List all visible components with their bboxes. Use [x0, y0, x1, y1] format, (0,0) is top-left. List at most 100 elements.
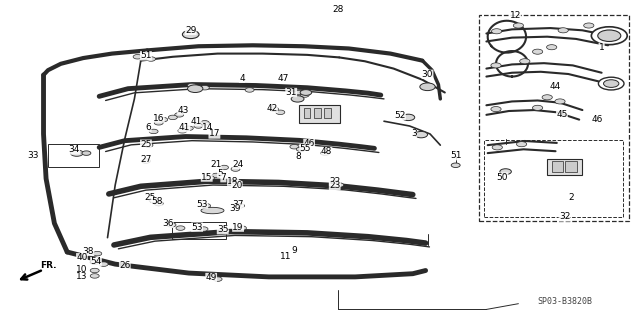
Text: 41: 41 [190, 117, 202, 126]
Circle shape [295, 90, 304, 95]
Circle shape [202, 204, 211, 208]
Bar [324, 108, 331, 118]
Text: 26: 26 [119, 261, 131, 270]
Circle shape [291, 96, 304, 102]
Text: 7: 7 [221, 173, 226, 182]
Circle shape [149, 198, 158, 203]
Circle shape [178, 129, 187, 133]
Circle shape [532, 49, 543, 54]
Text: 17: 17 [209, 130, 220, 138]
Circle shape [542, 95, 552, 100]
Text: 8: 8 [296, 152, 301, 161]
Circle shape [90, 268, 99, 273]
Text: 24: 24 [232, 160, 244, 169]
Text: 53: 53 [191, 223, 203, 232]
Text: 30: 30 [422, 70, 433, 79]
Text: 35: 35 [217, 225, 228, 234]
Circle shape [500, 169, 511, 174]
Text: 42: 42 [266, 104, 278, 113]
Circle shape [221, 229, 230, 233]
Text: 50: 50 [497, 173, 508, 182]
Circle shape [516, 142, 527, 147]
Circle shape [154, 121, 163, 125]
Circle shape [300, 93, 309, 97]
Text: 6: 6 [146, 123, 151, 132]
Circle shape [213, 277, 222, 281]
Bar [552, 161, 563, 172]
Circle shape [335, 183, 344, 187]
Circle shape [451, 163, 460, 167]
Text: 9: 9 [292, 246, 297, 255]
Text: 27: 27 [140, 155, 152, 164]
Text: 53: 53 [196, 200, 208, 209]
Circle shape [231, 167, 240, 171]
Circle shape [188, 83, 196, 88]
Circle shape [513, 23, 524, 28]
Text: 13: 13 [76, 272, 88, 281]
Text: 43: 43 [177, 106, 189, 115]
Circle shape [330, 180, 339, 185]
Text: 51: 51 [450, 151, 461, 160]
Bar [314, 108, 321, 118]
Text: 3: 3 [412, 130, 417, 138]
Bar [48, 144, 99, 167]
Circle shape [167, 223, 176, 227]
Circle shape [598, 77, 624, 90]
Text: 15: 15 [201, 173, 212, 182]
Circle shape [175, 113, 184, 117]
Text: 48: 48 [321, 147, 332, 156]
Circle shape [300, 90, 312, 95]
Circle shape [184, 126, 193, 130]
Circle shape [147, 57, 156, 61]
Circle shape [149, 129, 158, 134]
Circle shape [492, 145, 502, 150]
Circle shape [205, 176, 214, 180]
Text: 40: 40 [76, 253, 88, 262]
Circle shape [237, 226, 246, 230]
Text: 44: 44 [550, 82, 561, 91]
Circle shape [290, 145, 299, 149]
Circle shape [194, 124, 203, 128]
Circle shape [200, 85, 209, 90]
Text: 38: 38 [83, 247, 94, 256]
Text: 31: 31 [285, 88, 297, 97]
Text: 39: 39 [230, 204, 241, 213]
Circle shape [188, 85, 203, 93]
Text: 46: 46 [303, 139, 315, 148]
Circle shape [159, 117, 168, 122]
Circle shape [598, 30, 621, 41]
Text: 45: 45 [556, 110, 568, 119]
Circle shape [591, 27, 627, 45]
Circle shape [236, 204, 244, 208]
Circle shape [520, 59, 530, 64]
Bar [172, 222, 226, 239]
Text: 10: 10 [76, 265, 88, 274]
Text: 51: 51 [140, 51, 152, 60]
Text: 34: 34 [68, 145, 80, 154]
Circle shape [558, 28, 568, 33]
Text: 46: 46 [591, 115, 603, 124]
Circle shape [199, 227, 208, 231]
Circle shape [415, 131, 428, 138]
Circle shape [70, 150, 83, 156]
Text: 52: 52 [394, 111, 406, 120]
Text: 1: 1 [599, 43, 604, 52]
Circle shape [90, 260, 99, 264]
Text: 32: 32 [559, 212, 570, 221]
Circle shape [321, 151, 330, 155]
Circle shape [182, 30, 199, 39]
Circle shape [133, 55, 142, 59]
Circle shape [604, 80, 619, 87]
Text: 2: 2 [568, 193, 573, 202]
Circle shape [269, 107, 278, 111]
Circle shape [245, 88, 254, 92]
Circle shape [212, 173, 221, 178]
Circle shape [154, 201, 163, 206]
Text: 29: 29 [185, 26, 196, 35]
Text: 12: 12 [509, 11, 521, 20]
Circle shape [93, 251, 102, 256]
Circle shape [491, 107, 501, 112]
Circle shape [99, 262, 108, 266]
Text: SP03-B3820B: SP03-B3820B [538, 297, 593, 306]
Circle shape [168, 115, 177, 120]
